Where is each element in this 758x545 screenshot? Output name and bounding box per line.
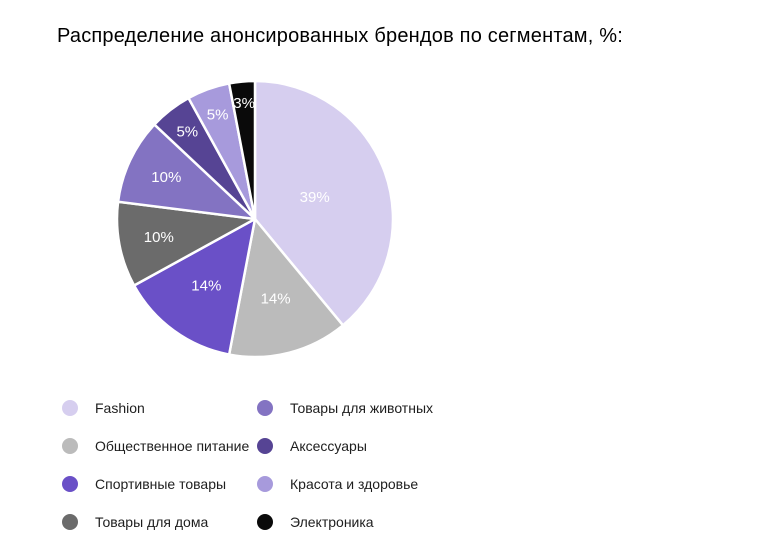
legend-label: Красота и здоровье [290,476,419,492]
legend-label: Товары для животных [290,400,434,416]
legend-item-6: Красота и здоровье [257,476,433,492]
pie-chart-container: 39% 14% 14% 10% 10% 5% 5% 3% [108,72,402,366]
pie-slice-0 [253,79,395,327]
legend-item-3: Товары для дома [62,514,257,530]
pie-chart: 39%14%14%10%10%5%5%3% [115,79,395,359]
legend-swatch-icon [257,514,273,530]
pie-slice-1 [227,217,345,359]
legend-swatch-icon [62,438,78,454]
pie-slice-label-5: 5% [176,123,198,140]
legend-swatch-icon [62,400,78,416]
legend-swatch-icon [62,514,78,530]
legend-item-1: Общественное питание [62,438,257,454]
legend-item-5: Аксессуары [257,438,433,454]
chart-title: Распределение анонсированных брендов по … [57,25,623,47]
legend-label: Общественное питание [95,438,250,454]
legend-item-7: Электроника [257,514,433,530]
legend-swatch-icon [257,400,273,416]
pie-slice-label-4: 10% [151,169,181,186]
pie-slice-4 [116,123,257,221]
legend-item-2: Спортивные товары [62,476,257,492]
pie-slice-label-3: 10% [144,229,174,246]
pie-slice-7 [227,79,257,221]
legend-label: Товары для дома [95,514,209,530]
legend: Fashion Общественное питание Спортивные то… [62,389,433,541]
legend-item-0: Fashion [62,400,257,416]
legend-swatch-icon [257,476,273,492]
legend-label: Fashion [95,400,145,416]
pie-slice-3 [115,200,257,287]
legend-swatch-icon [257,438,273,454]
pie-slice-2 [132,217,257,356]
pie-slice-label-2: 14% [191,278,221,295]
legend-label: Спортивные товары [95,476,227,492]
legend-label: Электроника [290,514,374,530]
legend-swatch-icon [62,476,78,492]
pie-slice-label-1: 14% [261,291,291,308]
legend-label: Аксессуары [290,438,367,454]
pie-slice-label-0: 39% [300,189,330,206]
pie-slice-label-7: 3% [233,95,255,112]
legend-item-4: Товары для животных [257,400,433,416]
pie-slice-label-6: 5% [207,107,229,124]
